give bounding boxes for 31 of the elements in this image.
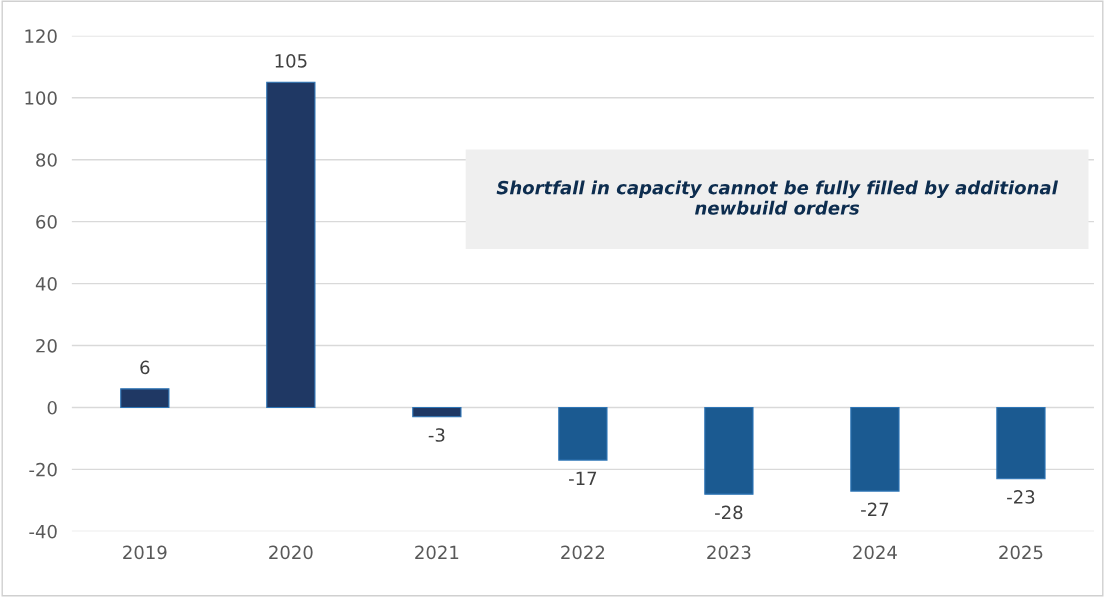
y-tick-label: 80 (36, 153, 57, 167)
data-label: -27 (861, 502, 889, 516)
x-tick-label: 2022 (561, 545, 605, 560)
x-tick-label: 2020 (269, 545, 313, 560)
data-label: 6 (140, 360, 150, 375)
y-tick-label: 20 (36, 338, 57, 353)
y-tick-label: 40 (35, 277, 57, 291)
bar (850, 406, 900, 492)
y-tick-label: 120 (25, 29, 57, 43)
data-label: 105 (275, 54, 307, 68)
data-label: -28 (715, 505, 743, 520)
x-tick-label: 2024 (853, 545, 897, 560)
annotation: Shortfall in capacity cannot be fully filled by additional newbuild orders (496, 180, 1059, 215)
y-tick-label: 100 (25, 91, 57, 105)
bar (120, 388, 170, 409)
data-label: -17 (569, 471, 597, 485)
x-tick-label: 2023 (707, 545, 751, 560)
data-label: -3 (428, 428, 445, 442)
x-tick-label: 2025 (999, 545, 1043, 560)
y-tick-label: -40 (29, 524, 57, 539)
bar (266, 81, 316, 409)
y-tick-label: 60 (36, 215, 57, 229)
data-label: -23 (1007, 490, 1035, 504)
y-tick-label: -20 (29, 462, 57, 477)
bar (558, 406, 608, 461)
bar (412, 406, 462, 418)
y-tick-label: 0 (47, 400, 57, 415)
x-tick-label: 2021 (415, 545, 459, 560)
bar (996, 406, 1046, 480)
x-tick-label: 2019 (123, 545, 167, 560)
bar (704, 406, 754, 495)
